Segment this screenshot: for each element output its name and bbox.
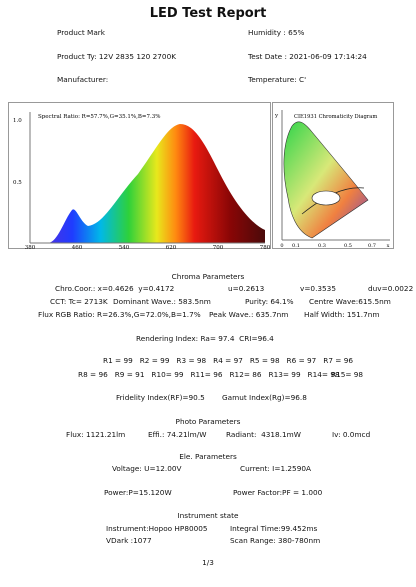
parameter: Current: I=1.2590A (240, 464, 311, 473)
parameter: Peak Wave.: 635.7nm (209, 310, 289, 319)
x-tick-label: 0.5 (344, 243, 352, 249)
parameter: Flux RGB Ratio: R=26.3%,G=72.0%,B=1.7% (38, 310, 201, 319)
parameter: Iv: 0.0mcd (332, 430, 371, 439)
page-number: 1/3 (202, 558, 214, 567)
section-heading: Instrument state (177, 511, 239, 520)
parameter: Chro.Coor.: x=0.4626 y=0.4172 (55, 284, 175, 293)
parameter: Power Factor:PF = 1.000 (233, 488, 323, 497)
spectrum-chart: Spectral Ratio: R=57.7%,G=35.1%,B=7.3% 1.… (8, 102, 271, 250)
parameter: Dominant Wave.: 583.5nm (113, 297, 211, 306)
parameter: Rendering Index: Ra= 97.4 CRI=96.4 (136, 334, 274, 343)
parameter: Scan Range: 380-780nm (230, 536, 321, 545)
header-field: Manufacturer: (57, 75, 109, 84)
header-field: Temperature: C' (248, 75, 307, 84)
parameter: duv=0.0022 (368, 284, 414, 293)
parameter: Integral Time:99.452ms (230, 524, 318, 533)
x-tick-label: 540 (119, 245, 130, 250)
x-tick-label: 0.1 (292, 243, 300, 249)
parameter: Half Width: 151.7nm (304, 310, 380, 319)
parameter: Power:P=15.120W (104, 488, 172, 497)
cie-title: CIE1931 Chromaticity Diagram (294, 114, 377, 120)
spectrum-area (30, 124, 265, 243)
x-tick-label: 620 (166, 245, 177, 250)
parameter: Voltage: U=12.00V (112, 464, 182, 473)
parameter: Centre Wave:615.5nm (309, 297, 391, 306)
header-field: Test Date : 2021-06-09 17:14:24 (248, 52, 367, 61)
parameter: Purity: 64.1% (245, 297, 294, 306)
x-tick-label: 0 (280, 243, 283, 249)
parameter: Effi.: 74.21lm/W (148, 430, 207, 439)
x-tick-label: 460 (72, 245, 83, 250)
parameter: R8 = 96 R9 = 91 R10= 99 R11= 96 R12= 86 … (78, 370, 340, 379)
parameter: CCT: Tc= 2713K (50, 297, 108, 306)
section-heading: Chroma Parameters (171, 272, 245, 281)
parameter: Radiant: 4318.1mW (226, 430, 301, 439)
parameter: v=0.3535 (300, 284, 336, 293)
x-tick-label: 700 (213, 245, 224, 250)
x-tick-label: x (387, 243, 390, 249)
parameter: Flux: 1121.21lm (66, 430, 126, 439)
y-axis-label: y (274, 113, 279, 119)
parameter: R1 = 99 R2 = 99 R3 = 98 R4 = 97 R5 = 98 … (103, 356, 354, 365)
locus (283, 121, 369, 239)
x-tick-label: 780 (260, 245, 271, 250)
spectral-ratio: Spectral Ratio: R=57.7%,G=35.1%,B=7.3% (38, 114, 161, 120)
parameter: u=0.2613 (228, 284, 265, 293)
header-field: Product Ty: 12V 2835 120 2700K (57, 52, 176, 61)
x-tick-label: 0.3 (318, 243, 326, 249)
parameter: Instrument:Hopoo HP80005 (106, 524, 208, 533)
cie-chart: CIE1931 Chromaticity Diagram y 0 0.1 0.3 0.5 0… (272, 102, 394, 249)
ellipse (311, 190, 341, 206)
x-tick-label: 380 (25, 245, 36, 250)
y-tick-label: 1.0 (13, 118, 22, 124)
parameter: Fridelity Index(RF)=90.5 (116, 393, 205, 402)
header-field: Product Mark (57, 28, 106, 37)
parameter: VDark :1077 (106, 536, 152, 545)
section-heading: Photo Parameters (175, 417, 241, 426)
parameter: R15= 98 (331, 370, 364, 379)
x-tick-label: 0.7 (368, 243, 376, 249)
header-field: Humidity : 65% (248, 28, 305, 37)
y-tick-label: 0.5 (13, 180, 22, 186)
section-heading: Ele. Parameters (179, 452, 237, 461)
parameter: Gamut Index(Rg)=96.8 (222, 393, 307, 402)
report-title: LED Test Report (149, 6, 267, 21)
